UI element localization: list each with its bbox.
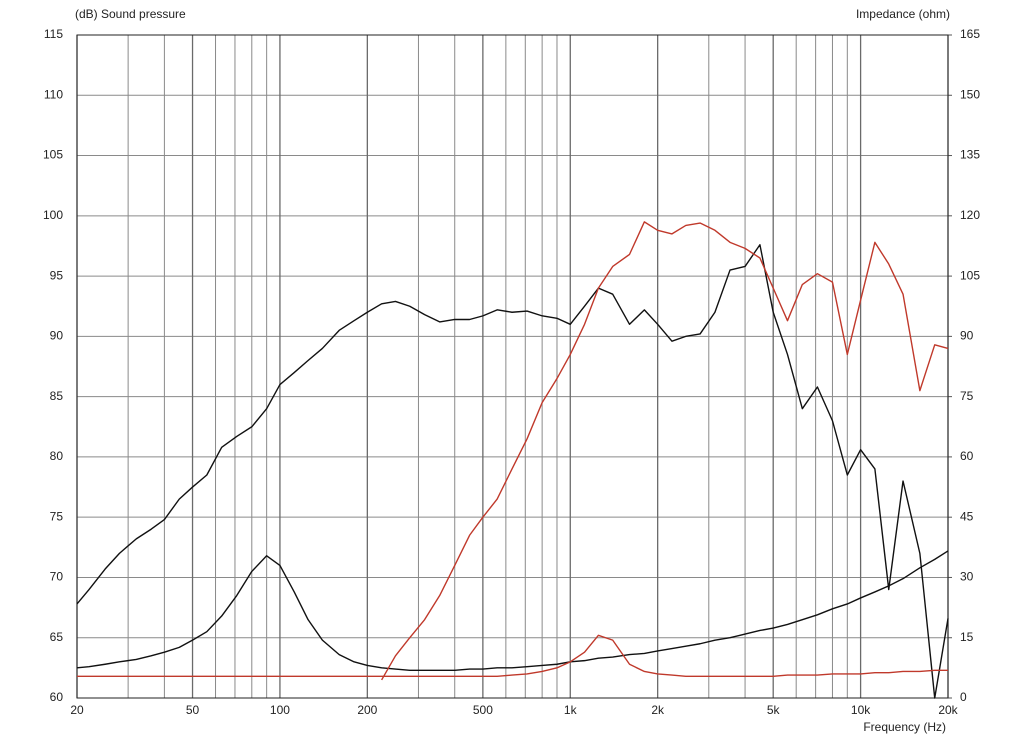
- y2-tick-label: 75: [960, 389, 974, 403]
- x-tick-label: 20k: [938, 703, 958, 717]
- x-tick-label: 20: [70, 703, 84, 717]
- y-tick-label: 80: [50, 449, 64, 463]
- y-tick-label: 100: [43, 208, 63, 222]
- x-tick-label: 2k: [651, 703, 665, 717]
- y-tick-label: 65: [50, 630, 64, 644]
- x-tick-label: 200: [357, 703, 377, 717]
- y2-tick-label: 30: [960, 570, 974, 584]
- y2-tick-label: 90: [960, 329, 974, 343]
- y2-tick-label: 165: [960, 27, 980, 41]
- y-tick-label: 90: [50, 329, 64, 343]
- y-tick-label: 85: [50, 389, 64, 403]
- y-tick-label: 105: [43, 148, 63, 162]
- y2-tick-label: 105: [960, 268, 980, 282]
- y2-tick-label: 120: [960, 208, 980, 222]
- x-tick-label: 500: [473, 703, 493, 717]
- y2-tick-label: 15: [960, 630, 974, 644]
- y2-tick-label: 60: [960, 449, 974, 463]
- x-tick-label: 5k: [767, 703, 781, 717]
- y-tick-label: 70: [50, 570, 64, 584]
- x-tick-label: 50: [186, 703, 200, 717]
- series-line: [76, 244, 949, 699]
- y-axis-title: (dB) Sound pressure: [75, 7, 186, 21]
- y2-tick-label: 150: [960, 87, 980, 101]
- y2-tick-label: 135: [960, 148, 980, 162]
- x-axis-title: Frequency (Hz): [863, 720, 946, 734]
- plot-frame: [76, 34, 949, 699]
- y2-tick-label: 45: [960, 509, 974, 523]
- series-line: [76, 550, 949, 671]
- x-tick-label: 1k: [564, 703, 578, 717]
- y-tick-label: 60: [50, 690, 64, 704]
- y2-tick-label: 0: [960, 690, 967, 704]
- y-tick-label: 95: [50, 268, 64, 282]
- y-tick-label: 115: [44, 27, 63, 41]
- x-tick-label: 100: [270, 703, 290, 717]
- y-tick-label: 75: [50, 509, 64, 523]
- x-tick-label: 10k: [851, 703, 871, 717]
- series-line: [381, 221, 949, 681]
- y2-axis-title: Impedance (ohm): [856, 7, 950, 21]
- series-line: [77, 634, 948, 677]
- y-tick-label: 110: [44, 87, 63, 101]
